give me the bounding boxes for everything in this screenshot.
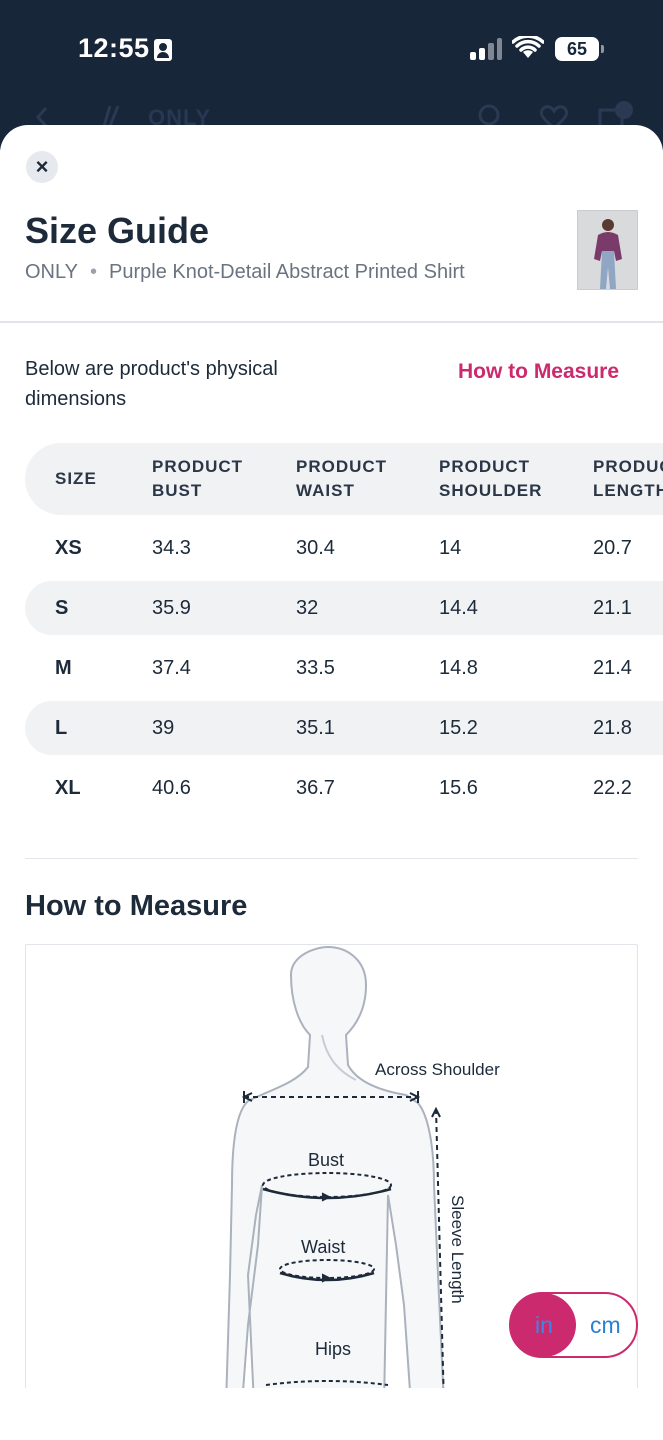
shoulder-cell: 15.2 xyxy=(439,716,478,739)
bust-cell: 40.6 xyxy=(152,776,191,799)
separator-dot: • xyxy=(89,261,97,283)
contact-card-icon xyxy=(154,39,172,61)
label-sleeve-length: Sleeve Length xyxy=(448,1195,467,1304)
label-hips: Hips xyxy=(315,1339,351,1359)
close-button[interactable]: × xyxy=(26,151,58,183)
cellular-signal-icon xyxy=(470,38,502,60)
status-time: 12:55 xyxy=(78,33,150,63)
table-row: XL 40.6 36.7 15.6 22.2 xyxy=(25,758,663,818)
wifi-icon xyxy=(512,36,544,58)
unit-option-in[interactable]: in xyxy=(535,1312,553,1338)
unit-option-cm[interactable]: cm xyxy=(590,1312,621,1338)
how-to-measure-link[interactable]: How to Measure xyxy=(458,360,620,383)
header-size: SIZE xyxy=(55,469,97,488)
section-divider xyxy=(25,858,638,859)
length-cell: 21.4 xyxy=(593,656,632,679)
header-bust: PRODUCT BUST xyxy=(152,457,244,500)
bust-cell: 39 xyxy=(152,716,175,739)
shoulder-cell: 14 xyxy=(439,536,462,559)
bust-cell: 37.4 xyxy=(152,656,191,679)
dimensions-description: Below are product's physical dimensions xyxy=(25,358,278,410)
label-across-shoulder: Across Shoulder xyxy=(375,1060,500,1079)
header-divider xyxy=(0,321,663,323)
table-row: XS 34.3 30.4 14 20.7 xyxy=(25,518,663,578)
size-guide-sheet: × Size Guide ONLY • Purple Knot-Detail Abs… xyxy=(0,125,663,1388)
wishlist-heart-icon[interactable] xyxy=(538,104,570,130)
product-subtitle: ONLY • Purple Knot-Detail Abstract Printed… xyxy=(25,261,465,284)
waist-cell: 30.4 xyxy=(296,536,335,559)
product-brand: ONLY xyxy=(25,261,78,283)
header-length: PRODUCTLENGTH xyxy=(593,457,663,500)
length-cell: 21.1 xyxy=(593,596,632,619)
header-waist: PRODUCT WAIST xyxy=(296,457,388,500)
label-waist: Waist xyxy=(301,1237,345,1257)
status-bar: 12:55 65 xyxy=(0,0,663,100)
size-cell: M xyxy=(55,656,72,679)
header-shoulder: PRODUCT SHOULDER xyxy=(439,457,543,500)
unit-toggle-knob xyxy=(510,1293,576,1357)
brand-logo-icon xyxy=(102,105,120,127)
size-cell: XS xyxy=(55,536,82,559)
shoulder-cell: 15.6 xyxy=(439,776,478,799)
table-row: S 35.9 32 14.4 21.1 xyxy=(25,581,663,635)
how-to-measure-title: How to Measure xyxy=(25,890,248,922)
battery-indicator: 65 xyxy=(555,37,604,61)
table-row: L 39 35.1 15.2 21.8 xyxy=(25,701,663,755)
label-bust: Bust xyxy=(308,1150,344,1170)
product-thumbnail xyxy=(577,210,638,290)
size-cell: S xyxy=(55,596,69,619)
waist-cell: 33.5 xyxy=(296,656,335,679)
shoulder-cell: 14.8 xyxy=(439,656,478,679)
bust-cell: 35.9 xyxy=(152,596,191,619)
size-table: SIZE PRODUCT BUST PRODUCT WAIST PRODUCT SHO… xyxy=(25,443,663,818)
unit-toggle[interactable]: in cm xyxy=(509,1292,638,1358)
product-name: Purple Knot-Detail Abstract Printed Shir… xyxy=(109,261,465,283)
waist-cell: 36.7 xyxy=(296,776,335,799)
length-cell: 21.8 xyxy=(593,716,632,739)
close-icon: × xyxy=(35,154,49,179)
waist-cell: 35.1 xyxy=(296,716,335,739)
size-cell: XL xyxy=(55,776,81,799)
bottom-safe-area xyxy=(0,1388,663,1440)
measurement-diagram: Across Shoulder Sleeve Length Bust Waist… xyxy=(25,944,638,1388)
length-cell: 22.2 xyxy=(593,776,632,799)
table-header-row: SIZE PRODUCT BUST PRODUCT WAIST PRODUCT SHO… xyxy=(25,443,663,515)
search-icon[interactable] xyxy=(478,104,504,130)
shoulder-cell: 14.4 xyxy=(439,596,478,619)
table-row: M 37.4 33.5 14.8 21.4 xyxy=(25,638,663,698)
bust-cell: 34.3 xyxy=(152,536,191,559)
size-cell: L xyxy=(55,716,68,739)
sheet-title: Size Guide xyxy=(25,210,210,251)
length-cell: 20.7 xyxy=(593,536,632,559)
waist-cell: 32 xyxy=(296,596,319,619)
back-icon[interactable] xyxy=(34,106,50,128)
